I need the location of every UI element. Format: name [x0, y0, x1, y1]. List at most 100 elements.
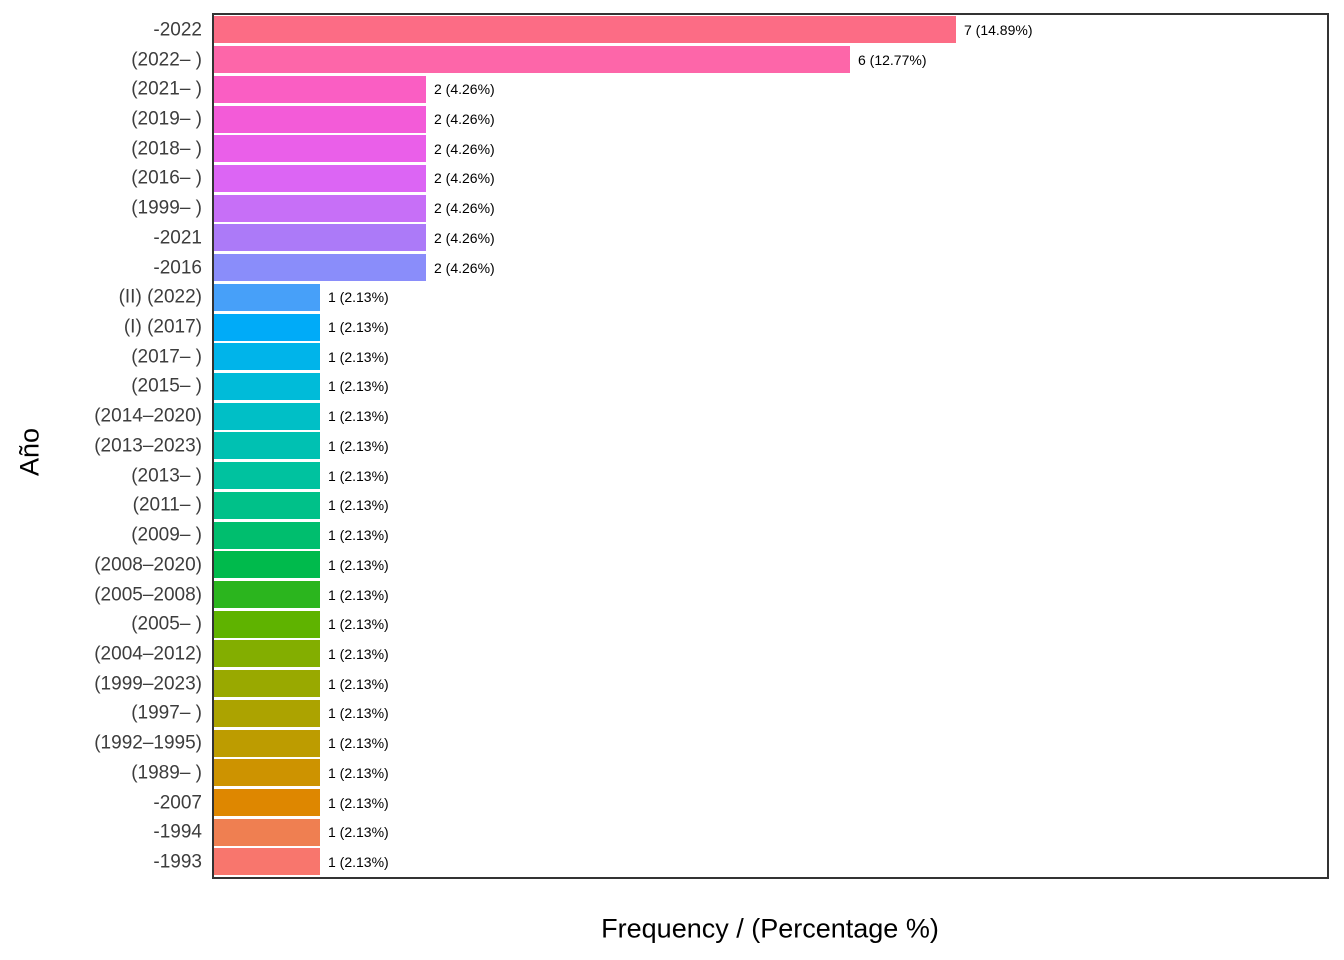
category-label: -2007	[153, 792, 202, 814]
y-axis-title: Año	[14, 427, 45, 477]
category-label: (2022– )	[131, 49, 202, 71]
category-label: -1993	[153, 851, 202, 873]
category-label: (2016– )	[131, 167, 202, 189]
bar-row: (2021– ) 2 (4.26%)	[131, 74, 1327, 104]
bar-value-label: 1 (2.13%)	[328, 794, 389, 811]
bar	[214, 432, 320, 460]
category-label: -2016	[153, 257, 202, 279]
category-label: (1989– )	[131, 762, 202, 784]
bar-value-label: 2 (4.26%)	[434, 170, 495, 187]
category-label: (2005–2008)	[94, 584, 202, 606]
bar-value-label: 1 (2.13%)	[328, 408, 389, 425]
bar-row: (2019– ) 2 (4.26%)	[131, 104, 1327, 134]
bar-row: -2016 2 (4.26%)	[153, 253, 1327, 283]
bar-value-label: 1 (2.13%)	[328, 853, 389, 870]
bar	[214, 283, 320, 311]
bar-row: (2017– ) 1 (2.13%)	[131, 342, 1327, 372]
bar-row: (2011– ) 1 (2.13%)	[133, 491, 1327, 521]
bar	[214, 818, 320, 846]
bar-row: -2021 2 (4.26%)	[153, 223, 1327, 253]
bar-row: (2013–2023) 1 (2.13%)	[94, 431, 1327, 461]
category-label: (1997– )	[131, 702, 202, 724]
category-label: (2013– )	[131, 465, 202, 487]
bar-row: (1999–2023) 1 (2.13%)	[94, 669, 1327, 699]
bar-value-label: 1 (2.13%)	[328, 616, 389, 633]
category-label: (2014–2020)	[94, 405, 202, 427]
bar-row: (I) (2017) 1 (2.13%)	[124, 312, 1327, 342]
bar-row: -1994 1 (2.13%)	[153, 817, 1327, 847]
bar-value-label: 1 (2.13%)	[328, 705, 389, 722]
bar-value-label: 2 (4.26%)	[434, 140, 495, 157]
bar	[214, 402, 320, 430]
bar	[214, 194, 426, 222]
category-label: -2021	[153, 227, 202, 249]
bar-row: (2016– ) 2 (4.26%)	[131, 164, 1327, 194]
bar	[214, 640, 320, 668]
bar-value-label: 1 (2.13%)	[328, 556, 389, 573]
bar-value-label: 1 (2.13%)	[328, 645, 389, 662]
bar-row: (II) (2022) 1 (2.13%)	[119, 282, 1327, 312]
bar-row: (2004–2012) 1 (2.13%)	[94, 639, 1327, 669]
category-label: (1999– )	[131, 197, 202, 219]
bar-row: (1992–1995) 1 (2.13%)	[94, 728, 1327, 758]
bar	[214, 789, 320, 817]
bar-value-label: 1 (2.13%)	[328, 824, 389, 841]
category-label: (2004–2012)	[94, 643, 202, 665]
bar-value-label: 1 (2.13%)	[328, 467, 389, 484]
bar-row: (2009– ) 1 (2.13%)	[131, 520, 1327, 550]
category-label: (II) (2022)	[118, 286, 202, 308]
bar-row: (1989– ) 1 (2.13%)	[131, 758, 1327, 788]
category-label: (2018– )	[131, 138, 202, 160]
category-label: (I) (2017)	[123, 316, 202, 338]
bar-row: -2022 7 (14.89%)	[153, 15, 1327, 45]
category-label: (2021– )	[131, 78, 202, 100]
bar	[214, 105, 426, 133]
bar	[214, 16, 956, 44]
category-label: (2008–2020)	[94, 554, 202, 576]
bar-row: (2013– ) 1 (2.13%)	[131, 461, 1327, 491]
bar	[214, 46, 850, 74]
bar	[214, 521, 320, 549]
bar-row: (1999– ) 2 (4.26%)	[131, 193, 1327, 223]
plot-panel: -2022 7 (14.89%) (2022– ) 6 (12.77%) (2021– …	[94, 13, 1329, 879]
bar	[214, 135, 426, 163]
bar-value-label: 1 (2.13%)	[328, 586, 389, 603]
bar	[214, 670, 320, 698]
bar-row: (2008–2020) 1 (2.13%)	[94, 550, 1327, 580]
bar-row: (2005–2008) 1 (2.13%)	[94, 580, 1327, 610]
bar-value-label: 7 (14.89%)	[964, 21, 1033, 38]
bar-value-label: 1 (2.13%)	[328, 764, 389, 781]
category-label: (2009– )	[131, 524, 202, 546]
bar-row: (2014–2020) 1 (2.13%)	[94, 401, 1327, 431]
bar-value-label: 1 (2.13%)	[328, 675, 389, 692]
bar	[214, 164, 426, 192]
category-label: (1999–2023)	[94, 673, 202, 695]
bar-value-label: 1 (2.13%)	[328, 378, 389, 395]
x-axis-title: Frequency / (Percentage %)	[601, 913, 939, 944]
category-label: (2011– )	[132, 494, 202, 516]
category-label: (2019– )	[131, 108, 202, 130]
bar	[214, 491, 320, 519]
bar-value-label: 2 (4.26%)	[434, 111, 495, 128]
bar	[214, 610, 320, 638]
category-label: -2022	[153, 19, 202, 41]
category-label: -1994	[153, 821, 202, 843]
bar	[214, 462, 320, 490]
bar	[214, 581, 320, 609]
bar-value-label: 1 (2.13%)	[328, 735, 389, 752]
bar-value-label: 2 (4.26%)	[434, 81, 495, 98]
bar	[214, 551, 320, 579]
bar-row: (2005– ) 1 (2.13%)	[131, 609, 1327, 639]
bar	[214, 372, 320, 400]
bar	[214, 343, 320, 371]
bar	[214, 75, 426, 103]
bar-value-label: 1 (2.13%)	[328, 437, 389, 454]
bar	[214, 224, 426, 252]
bar	[214, 848, 320, 876]
bar-row: -1993 1 (2.13%)	[153, 847, 1327, 877]
bar-value-label: 1 (2.13%)	[328, 348, 389, 365]
bar-row: (2022– ) 6 (12.77%)	[131, 45, 1327, 75]
bar-value-label: 6 (12.77%)	[858, 51, 927, 68]
bar-value-label: 1 (2.13%)	[328, 319, 389, 336]
category-label: (2017– )	[131, 346, 202, 368]
